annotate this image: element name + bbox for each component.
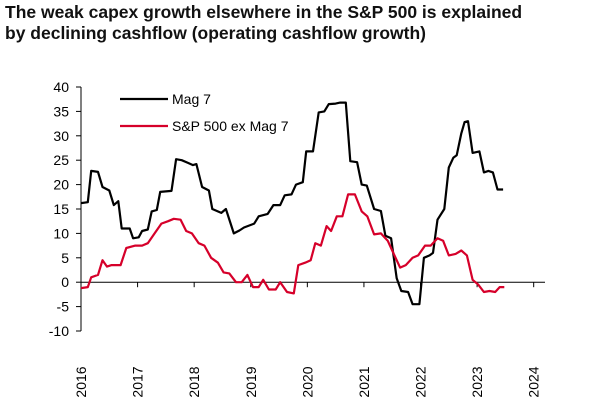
y-tick-label: -5	[57, 299, 70, 315]
y-tick-label: 0	[61, 274, 69, 290]
series-lines	[80, 101, 505, 306]
legend-label-mag-7: Mag 7	[172, 91, 211, 107]
y-tick-label: 35	[53, 103, 69, 119]
y-tick-label: 15	[53, 201, 69, 217]
x-tick-label: 2016	[73, 366, 89, 397]
x-tick-label: 2020	[299, 366, 315, 397]
legend-label-sp500-ex-mag-7: S&P 500 ex Mag 7	[172, 118, 289, 134]
y-tick-label: 20	[53, 177, 69, 193]
x-tick-label: 2017	[130, 366, 146, 397]
x-tick-label: 2024	[526, 366, 542, 397]
y-tick-label: -10	[49, 323, 69, 339]
y-tick-label: 5	[61, 250, 69, 266]
chart-title: The weak capex growth elsewhere in the S…	[5, 2, 590, 44]
y-tick-label: 40	[53, 79, 69, 95]
chart-title-line-2: by declining cashflow (operating cashflo…	[5, 23, 426, 43]
chart-title-line-1: The weak capex growth elsewhere in the S…	[5, 2, 523, 22]
x-tick-label: 2019	[243, 366, 259, 397]
x-tick-label: 2022	[413, 366, 429, 397]
axes: 40 35 30 25 20 15 10 5 0 -5 -10 2016 2017 2018 2019 202…	[49, 79, 545, 398]
y-tick-label: 10	[53, 225, 69, 241]
series-line-sp500-ex-mag-7	[80, 193, 505, 295]
legend: Mag 7 S&P 500 ex Mag 7	[120, 91, 289, 134]
x-tick-label: 2021	[356, 366, 372, 397]
x-tick-label: 2018	[186, 366, 202, 397]
series-line-mag-7	[80, 101, 504, 306]
y-tick-label: 30	[53, 128, 69, 144]
y-tick-label: 25	[53, 152, 69, 168]
x-tick-label: 2023	[469, 366, 485, 397]
